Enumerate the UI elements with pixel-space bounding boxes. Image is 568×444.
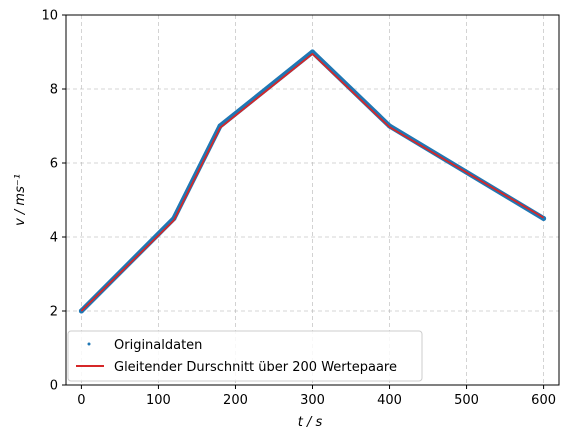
y-tick-label: 6 bbox=[50, 157, 58, 172]
legend-marker-originaldaten bbox=[87, 342, 91, 346]
legend-label-originaldaten: Originaldaten bbox=[114, 338, 202, 353]
y-tick-label: 10 bbox=[41, 9, 58, 24]
x-tick-label: 400 bbox=[377, 393, 402, 408]
legend-label-gleitender-durchschnitt: Gleitender Durschnitt über 200 Wertepaar… bbox=[114, 360, 397, 375]
series-originaldaten-point bbox=[310, 49, 315, 55]
legend: Originaldaten Gleitender Durschnitt über… bbox=[67, 330, 423, 382]
y-tick-label: 0 bbox=[50, 379, 58, 394]
y-axis-label: v / ms⁻¹ bbox=[13, 174, 28, 226]
x-tick-label: 500 bbox=[454, 393, 479, 408]
y-tick-label: 8 bbox=[50, 83, 58, 98]
x-tick-label: 0 bbox=[77, 393, 85, 408]
x-tick-label: 600 bbox=[531, 393, 556, 408]
x-tick-label: 200 bbox=[223, 393, 248, 408]
x-tick-label: 100 bbox=[146, 393, 171, 408]
x-tick-label: 300 bbox=[300, 393, 325, 408]
y-tick-label: 2 bbox=[50, 305, 58, 320]
series-gleitender-durchschnitt-line bbox=[80, 52, 545, 312]
legend-box bbox=[67, 330, 423, 382]
grid bbox=[66, 14, 559, 386]
x-axis-label: t / s bbox=[298, 415, 323, 430]
y-tick-label: 4 bbox=[50, 231, 58, 246]
ticks: 0 100 200 300 400 500 600 0 2 4 6 8 10 bbox=[41, 9, 556, 409]
series-originaldaten-band bbox=[78, 49, 547, 314]
plot-area bbox=[78, 49, 547, 314]
